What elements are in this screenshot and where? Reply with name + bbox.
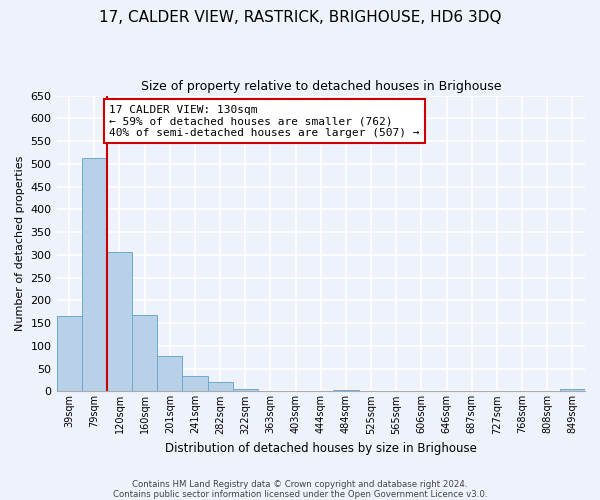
Bar [107, 252, 132, 392]
Bar [208, 382, 233, 392]
X-axis label: Distribution of detached houses by size in Brighouse: Distribution of detached houses by size … [165, 442, 477, 455]
Bar [233, 389, 258, 392]
Bar [560, 389, 585, 392]
Bar [157, 356, 182, 392]
Text: 17 CALDER VIEW: 130sqm
← 59% of detached houses are smaller (762)
40% of semi-de: 17 CALDER VIEW: 130sqm ← 59% of detached… [109, 104, 420, 138]
Y-axis label: Number of detached properties: Number of detached properties [15, 156, 25, 331]
Bar [132, 315, 157, 392]
Text: Contains HM Land Registry data © Crown copyright and database right 2024.
Contai: Contains HM Land Registry data © Crown c… [113, 480, 487, 499]
Bar [82, 158, 107, 392]
Bar [56, 316, 82, 392]
Text: 17, CALDER VIEW, RASTRICK, BRIGHOUSE, HD6 3DQ: 17, CALDER VIEW, RASTRICK, BRIGHOUSE, HD… [99, 10, 501, 25]
Bar [334, 390, 359, 392]
Bar [182, 376, 208, 392]
Title: Size of property relative to detached houses in Brighouse: Size of property relative to detached ho… [140, 80, 501, 93]
